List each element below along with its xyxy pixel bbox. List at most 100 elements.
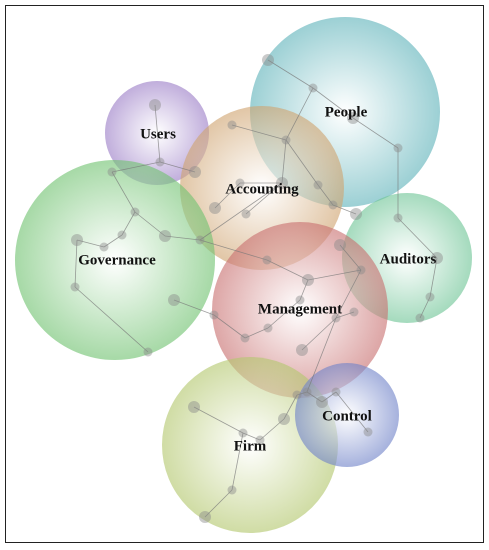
edge [193, 406, 244, 434]
edge [335, 391, 369, 433]
network-node [107, 167, 117, 177]
network-node [328, 200, 338, 210]
network-node [415, 313, 425, 323]
network-node [431, 252, 443, 264]
edge [285, 139, 319, 186]
network-node [393, 143, 403, 153]
edge [307, 269, 362, 281]
node-label: Accounting [225, 181, 299, 197]
network-node [227, 120, 237, 130]
edge [199, 239, 268, 261]
edge [306, 391, 323, 403]
network-node [240, 333, 250, 343]
edge [159, 161, 196, 173]
network-node [189, 166, 201, 178]
node-label: Firm [234, 438, 267, 454]
edge [199, 182, 283, 241]
network-node [295, 295, 305, 305]
network-node [425, 292, 435, 302]
edge [283, 394, 298, 420]
network-node [356, 265, 366, 275]
network-node [276, 177, 288, 189]
edge [76, 239, 105, 248]
network-node [155, 157, 165, 167]
network-node [349, 307, 359, 317]
network-node [238, 428, 248, 438]
edge [164, 235, 201, 241]
bubbles [15, 17, 472, 533]
node-label: Management [258, 301, 342, 317]
network-node [263, 323, 273, 333]
edge [335, 311, 355, 319]
edge [244, 327, 269, 339]
node-label: Control [322, 408, 372, 424]
edge [103, 234, 123, 248]
edge [397, 217, 438, 259]
node-label: Auditors [380, 251, 437, 267]
edge [245, 182, 283, 215]
network-node [130, 207, 140, 217]
edge [352, 117, 399, 149]
node-label: People [325, 104, 368, 120]
bubble [212, 222, 388, 398]
network-node [347, 112, 359, 124]
edge [214, 182, 241, 209]
edge [74, 286, 149, 353]
network [70, 54, 443, 523]
edge [339, 244, 362, 271]
network-node [117, 230, 127, 240]
edge [299, 279, 309, 301]
edge [312, 87, 354, 119]
network-node [168, 294, 180, 306]
edge [296, 391, 308, 396]
edge [429, 257, 438, 298]
network-node [209, 310, 219, 320]
labels: People Users Accounting Governance Audit… [78, 104, 436, 454]
edge [204, 489, 233, 518]
network-node [199, 511, 211, 523]
network-node [393, 213, 403, 223]
network-node [262, 255, 272, 265]
edge [111, 161, 161, 173]
edge [111, 171, 136, 213]
edge [242, 432, 261, 441]
network-node [99, 242, 109, 252]
edge [267, 59, 314, 89]
network-node [227, 485, 237, 495]
edge [335, 269, 362, 319]
edge [306, 317, 337, 393]
network-node [363, 427, 373, 437]
edge [321, 391, 337, 403]
network-node [209, 202, 221, 214]
node-label: Users [140, 126, 176, 142]
network-node [255, 435, 265, 445]
network-node [143, 347, 153, 357]
network-node [292, 390, 302, 400]
edge [285, 87, 314, 141]
network-node [302, 387, 312, 397]
network-node [149, 99, 161, 111]
network-node [262, 54, 274, 66]
edge [213, 314, 246, 339]
edge [267, 299, 301, 329]
network-node [195, 235, 205, 245]
edge [134, 211, 166, 237]
bubble [295, 363, 399, 467]
edge [74, 239, 78, 288]
edge [173, 299, 215, 316]
edge [121, 211, 136, 236]
network-node [334, 239, 346, 251]
network-node [308, 83, 318, 93]
edge [301, 317, 337, 351]
network-node [71, 234, 83, 246]
network-node [188, 401, 200, 413]
network-node [331, 313, 341, 323]
network-node [350, 208, 362, 220]
network-node [296, 344, 308, 356]
edge [281, 139, 287, 184]
edge [154, 104, 161, 163]
node-label: Governance [78, 252, 156, 268]
network-node [316, 396, 328, 408]
edge [332, 204, 357, 215]
